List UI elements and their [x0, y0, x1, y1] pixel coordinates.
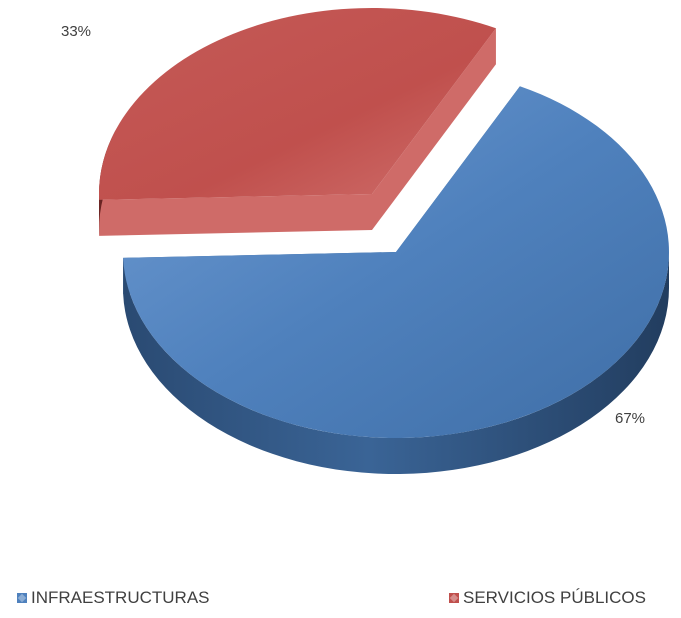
slice-top: [99, 8, 496, 200]
pie-slice-1[interactable]: [99, 8, 496, 236]
slice-wall: [99, 194, 373, 236]
legend-swatch-icon: [449, 593, 459, 603]
slice-wall: [372, 28, 496, 231]
legend-label: SERVICIOS PÚBLICOS: [463, 588, 646, 607]
slice-top: [123, 86, 670, 438]
legend-item-servicios-publicos[interactable]: SERVICIOS PÚBLICOS: [449, 588, 646, 608]
slice-side: [123, 252, 670, 474]
data-label-1: 33%: [61, 23, 91, 40]
legend-item-infraestructuras[interactable]: INFRAESTRUCTURAS: [17, 588, 210, 608]
data-label-0: 67%: [615, 410, 645, 427]
pie-slice-0[interactable]: [123, 86, 670, 474]
legend-label: INFRAESTRUCTURAS: [31, 588, 210, 607]
legend: INFRAESTRUCTURAS SERVICIOS PÚBLICOS: [0, 588, 681, 612]
legend-swatch-icon: [17, 593, 27, 603]
